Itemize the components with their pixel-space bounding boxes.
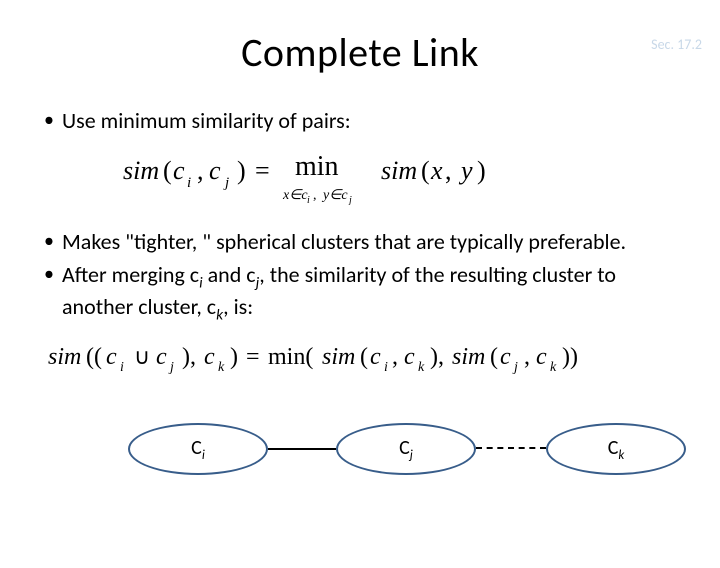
- svg-text:sim: sim: [452, 344, 485, 370]
- svg-text:j: j: [168, 360, 174, 375]
- svg-text:sim: sim: [123, 156, 159, 185]
- svg-text:c: c: [209, 156, 221, 185]
- bullet-3-text: After merging ci and cj, the similarity …: [62, 261, 680, 324]
- svg-text:c: c: [204, 344, 215, 370]
- svg-text:),: ),: [430, 344, 444, 370]
- svg-text:(: (: [360, 344, 368, 370]
- svg-text:j: j: [512, 360, 518, 375]
- svg-text:c: c: [173, 156, 185, 185]
- b3-mid1: and c: [203, 261, 256, 288]
- svg-text:c: c: [106, 344, 117, 370]
- svg-text:k: k: [418, 360, 425, 375]
- svg-text:i: i: [120, 360, 124, 375]
- node-ck-main: C: [608, 436, 619, 460]
- bullet-1: • Use minimum similarity of pairs:: [36, 107, 680, 135]
- svg-text:sim: sim: [48, 344, 81, 370]
- node-ci: Ci: [128, 423, 268, 475]
- svg-text:): ): [230, 344, 238, 370]
- b3-pre: After merging c: [62, 261, 199, 288]
- node-cj: Cj: [336, 423, 476, 475]
- bullet-dot-icon: •: [36, 228, 62, 255]
- bullet-3: • After merging ci and cj, the similarit…: [36, 261, 680, 324]
- svg-text:i: i: [384, 360, 388, 375]
- svg-text:sim: sim: [322, 344, 355, 370]
- svg-text:): ): [477, 156, 486, 185]
- svg-text:min: min: [295, 151, 339, 182]
- svg-text:,: ,: [197, 156, 204, 185]
- svg-text:min(: min(: [268, 344, 313, 370]
- section-label: Sec. 17.2: [651, 36, 702, 53]
- edge-dashed: [476, 447, 546, 449]
- bullet-2: • Makes "tighter, " spherical clusters t…: [36, 228, 680, 256]
- svg-text:=: =: [255, 156, 270, 185]
- svg-text:=: =: [246, 344, 260, 370]
- svg-text:c: c: [404, 344, 415, 370]
- svg-text:c: c: [536, 344, 547, 370]
- svg-text:j: j: [347, 195, 352, 205]
- node-ck: Ck: [546, 423, 686, 475]
- svg-text:((: ((: [86, 344, 102, 370]
- bullet-1-text: Use minimum similarity of pairs:: [62, 107, 680, 135]
- svg-text:c: c: [370, 344, 381, 370]
- svg-text:): ): [237, 156, 246, 185]
- svg-text:y: y: [458, 156, 473, 185]
- svg-text:y∈c: y∈c: [321, 188, 348, 203]
- b3-end: , is:: [223, 293, 253, 320]
- node-cj-sub: j: [410, 448, 413, 463]
- svg-text:),: ),: [182, 344, 196, 370]
- node-ci-main: C: [191, 436, 202, 460]
- svg-text:sim: sim: [381, 156, 417, 185]
- node-ck-sub: k: [618, 448, 624, 463]
- bullet-dot-icon: •: [36, 107, 62, 134]
- svg-text:j: j: [223, 175, 229, 191]
- svg-text:c: c: [500, 344, 511, 370]
- svg-text:i: i: [187, 175, 191, 191]
- svg-text:,: ,: [313, 188, 317, 203]
- equation-2: sim (( c i ∪ c j ), c k ) = min( sim ( c…: [36, 338, 680, 385]
- svg-text:,: ,: [524, 344, 530, 370]
- svg-text:,: ,: [392, 344, 398, 370]
- svg-text:,: ,: [445, 156, 452, 185]
- edge-solid: [268, 448, 336, 450]
- svg-text:k: k: [218, 360, 225, 375]
- content-area: • Use minimum similarity of pairs: sim (…: [36, 107, 680, 493]
- svg-text:)): )): [562, 344, 578, 370]
- node-ck-label: Ck: [608, 436, 625, 463]
- bullet-2-text: Makes "tighter, " spherical clusters tha…: [62, 228, 680, 256]
- node-cj-main: C: [399, 436, 410, 460]
- svg-text:x∈c: x∈c: [282, 188, 308, 203]
- svg-text:∪: ∪: [134, 344, 150, 369]
- svg-text:(: (: [163, 156, 172, 185]
- svg-text:i: i: [307, 195, 310, 205]
- svg-text:(: (: [490, 344, 498, 370]
- node-cj-label: Cj: [399, 436, 413, 463]
- svg-text:k: k: [550, 360, 557, 375]
- node-ci-sub: i: [202, 448, 205, 463]
- cluster-diagram: Ci Cj Ck: [36, 403, 680, 493]
- equation-1: sim ( c i , c j ) = min x∈c i , y∈c j si…: [36, 149, 680, 210]
- page-title: Complete Link: [0, 28, 720, 77]
- svg-text:x: x: [430, 156, 443, 185]
- svg-text:c: c: [156, 344, 167, 370]
- bullet-dot-icon: •: [36, 261, 62, 288]
- node-ci-label: Ci: [191, 436, 205, 463]
- svg-text:(: (: [421, 156, 430, 185]
